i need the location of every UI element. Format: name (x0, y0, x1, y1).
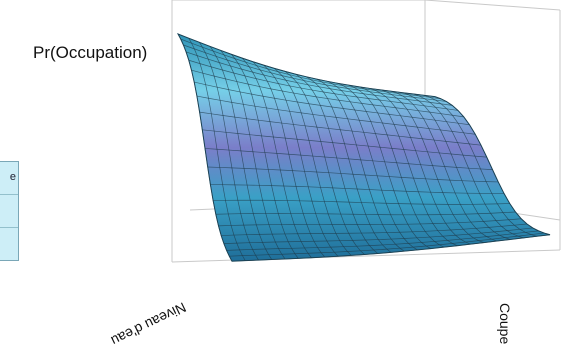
mesh-line (177, 33, 436, 98)
mesh-line (229, 232, 545, 257)
legend-cell: e (0, 162, 18, 195)
mesh-line (194, 81, 470, 126)
mesh-line (183, 44, 447, 102)
legend-cell (0, 228, 18, 260)
mesh-line (191, 69, 464, 118)
legend-fragment: e (0, 161, 19, 261)
mesh-line (207, 166, 499, 183)
y-axis-label: Coupe (497, 303, 513, 344)
mesh-line (177, 33, 233, 262)
mesh-line (218, 218, 522, 227)
mesh-line (199, 111, 482, 146)
legend-cell (0, 195, 18, 228)
mesh-line (188, 59, 459, 111)
mesh-line (226, 230, 539, 251)
mesh-line (180, 38, 441, 100)
mesh-line (210, 184, 505, 194)
mesh-line (223, 227, 533, 244)
mesh-line (213, 199, 510, 205)
mesh-line (215, 211, 516, 216)
z-axis-label: Pr(Occupation) (33, 43, 147, 62)
surface-mesh (177, 33, 551, 262)
mesh-line (202, 129, 487, 158)
mesh-line (196, 95, 476, 135)
x-axis-label: Niveau d'eau (109, 299, 189, 349)
grid-line (424, 0, 561, 11)
mesh-line (231, 234, 551, 262)
mesh-line (204, 148, 493, 170)
mesh-line (221, 223, 528, 236)
mesh-line (185, 51, 453, 106)
